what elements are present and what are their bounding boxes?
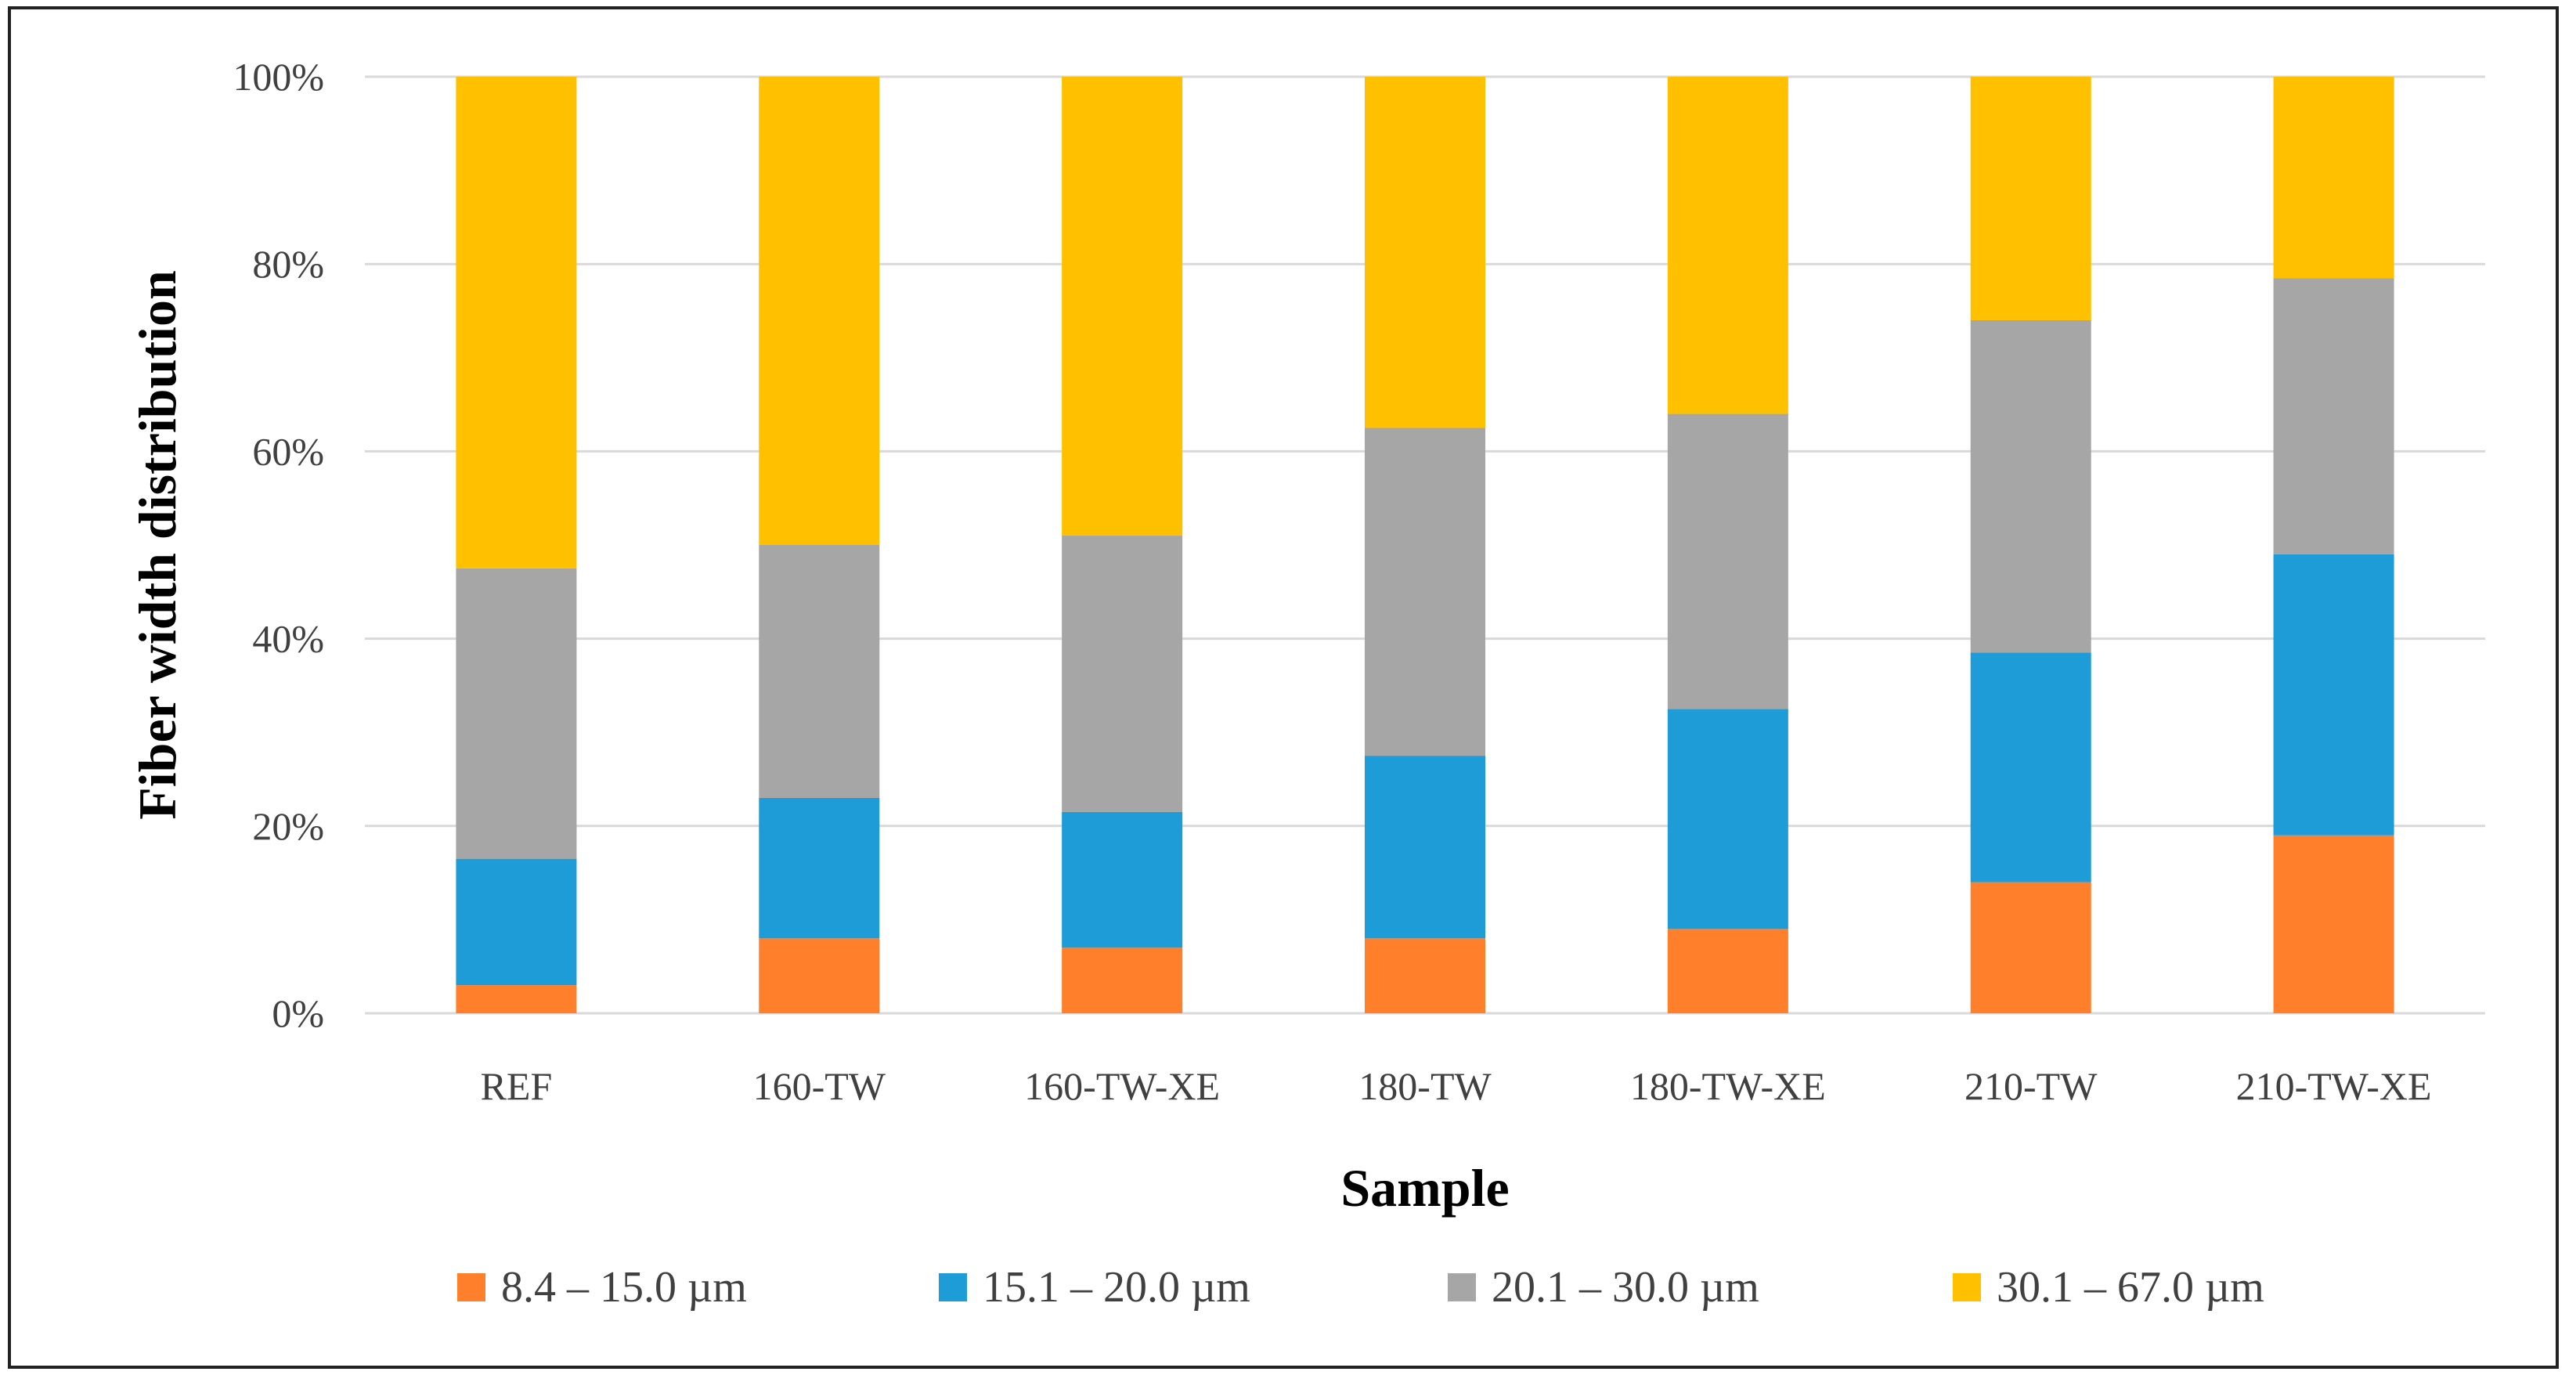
x-tick-label: 160-TW [753,1064,886,1108]
bar-segment [1970,652,2091,882]
bar-segment [1062,811,1183,948]
x-tick-label: 210-TW-XE [2236,1064,2432,1108]
legend-label: 30.1 – 67.0 µm [1997,1263,2264,1312]
x-tick-label: REF [481,1064,553,1108]
bar-segment [1667,709,1788,929]
y-tick-label: 80% [252,242,324,286]
bar-segment [456,985,577,1013]
bar-segment [759,545,880,798]
bar-segment [759,938,880,1013]
legend-swatch [457,1273,485,1301]
chart-frame: 0% 20% 40% 60% 80% 100% REF 160-TW 160-TW-XE 180… [8,6,2559,1369]
bar-segment [1062,536,1183,812]
legend-label: 15.1 – 20.0 µm [983,1263,1250,1312]
bar-segment [1365,938,1485,1013]
legend-swatch [939,1273,967,1301]
y-tick-label: 20% [252,804,324,848]
legend-label: 20.1 – 30.0 µm [1492,1263,1759,1312]
bar-segment [1365,77,1485,428]
x-tick-labels: REF 160-TW 160-TW-XE 180-TW 180-TW-XE 210-TW 2… [481,1064,2432,1108]
bar-segment [1062,947,1183,1013]
x-tick-label: 160-TW-XE [1024,1064,1220,1108]
bar-segment [1365,756,1485,939]
bar-segment [1062,77,1183,536]
bar-segment [456,568,577,859]
legend: 8.4 – 15.0 µm 15.1 – 20.0 µm 20.1 – 30.0 µ… [457,1263,2264,1312]
bar-segment [1667,77,1788,414]
bar-segment [759,77,880,545]
y-axis-title: Fiber width distribution [128,270,187,820]
bar-segment [1970,77,2091,320]
bar-segment [1667,413,1788,709]
bar-segment [1365,428,1485,756]
legend-swatch [1953,1273,1981,1301]
bar-segment [759,797,880,939]
bar-segment [456,77,577,568]
bar-segment [2273,554,2394,836]
bar-segment [1667,929,1788,1013]
bar-segment [2273,835,2394,1013]
x-tick-label: 180-TW-XE [1630,1064,1826,1108]
legend-label: 8.4 – 15.0 µm [501,1263,747,1312]
bars [456,77,2394,1013]
bar-segment [2273,77,2394,279]
bar-segment [1970,882,2091,1013]
legend-swatch [1448,1273,1476,1301]
y-tick-label: 60% [252,429,324,473]
y-tick-labels: 0% 20% 40% 60% 80% 100% [233,55,324,1035]
y-tick-label: 40% [252,617,324,661]
bar-segment [1970,319,2091,653]
bar-segment [2273,278,2394,554]
y-tick-label: 0% [272,991,324,1035]
stacked-bar-chart: 0% 20% 40% 60% 80% 100% REF 160-TW 160-TW-XE 180… [128,55,2485,1312]
x-axis-title: Sample [1340,1158,1509,1218]
bar-segment [456,858,577,986]
x-tick-label: 210-TW [1964,1064,2098,1108]
x-tick-label: 180-TW [1358,1064,1492,1108]
y-tick-label: 100% [233,55,324,99]
